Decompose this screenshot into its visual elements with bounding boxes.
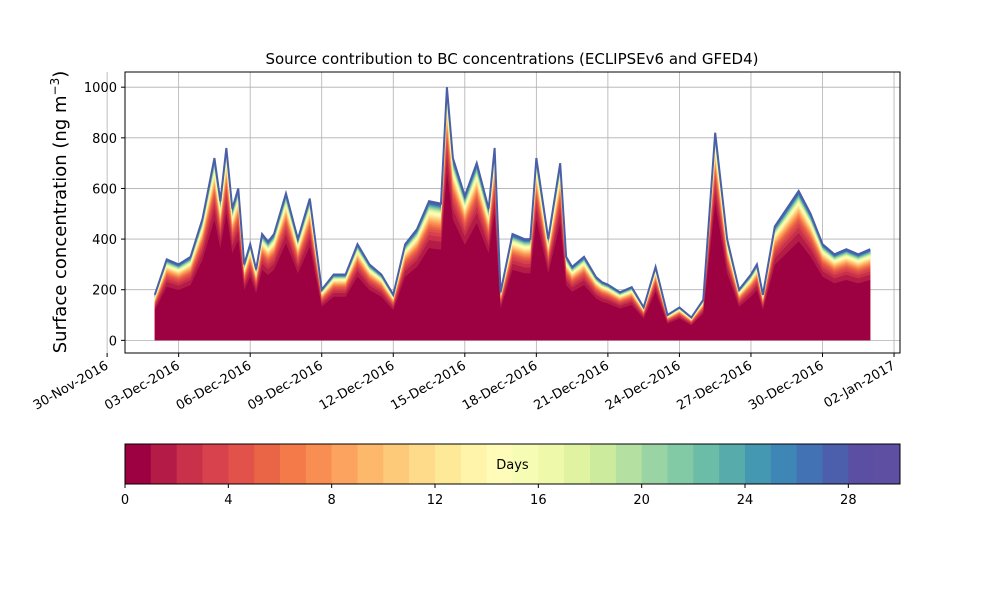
- colorbar-swatch: [719, 444, 746, 484]
- colorbar-swatch: [228, 444, 255, 484]
- y-tick-label: 400: [92, 233, 117, 248]
- x-tick-label: 27-Dec-2016: [675, 358, 755, 413]
- colorbar-swatch: [641, 444, 668, 484]
- x-tick-label: 12-Dec-2016: [317, 358, 397, 413]
- colorbar-swatch: [409, 444, 436, 484]
- colorbar: Days 0 4 8 12 16 20 24 28: [121, 443, 901, 508]
- y-tick-label: 200: [92, 284, 117, 299]
- colorbar-swatch: [822, 444, 849, 484]
- colorbar-swatch: [254, 444, 281, 484]
- colorbar-swatch: [486, 444, 513, 484]
- colorbar-tick-label: 28: [840, 493, 857, 508]
- area-layer: [154, 158, 871, 341]
- x-tick-label: 21-Dec-2016: [531, 358, 611, 413]
- x-tick-label: 09-Dec-2016: [245, 358, 325, 413]
- colorbar-frame: [124, 443, 901, 485]
- x-tick-label: 15-Dec-2016: [388, 358, 468, 413]
- colorbar-tick-label: 20: [633, 493, 650, 508]
- colorbar-swatch: [435, 444, 462, 484]
- colorbar-swatch: [383, 444, 410, 484]
- colorbar-swatch: [176, 444, 203, 484]
- y-tick-label: 0: [109, 334, 117, 349]
- colorbar-tick-label: 12: [427, 493, 444, 508]
- x-tick-label: 30-Nov-2016: [31, 358, 111, 413]
- colorbar-swatch: [150, 444, 178, 484]
- colorbar-swatch: [538, 444, 565, 484]
- x-tick-label: 06-Dec-2016: [174, 358, 254, 413]
- colorbar-swatch: [745, 444, 772, 484]
- colorbar-label: Days: [496, 458, 529, 473]
- colorbar-tick-label: 8: [328, 493, 336, 508]
- x-tick-label: 24-Dec-2016: [603, 358, 683, 413]
- colorbar-swatch: [848, 444, 875, 484]
- colorbar-tick-label: 0: [121, 493, 129, 508]
- colorbar-swatch: [331, 444, 358, 484]
- colorbar-swatch: [280, 444, 307, 484]
- colorbar-tick-label: 24: [737, 493, 754, 508]
- colorbar-swatch: [357, 444, 384, 484]
- colorbar-swatch: [305, 444, 333, 484]
- colorbar-swatch: [564, 444, 591, 484]
- colorbar-swatch: [770, 444, 798, 484]
- total-line: [153, 87, 871, 320]
- x-tick-label: 30-Dec-2016: [746, 358, 826, 413]
- x-tick-label: 18-Dec-2016: [460, 358, 540, 413]
- colorbar-swatch: [874, 444, 901, 484]
- y-tick-label: 800: [92, 132, 117, 147]
- plot-area: 0200400600800100030-Nov-201603-Dec-20160…: [31, 71, 901, 414]
- colorbar-swatch: [667, 444, 694, 484]
- colorbar-swatch: [512, 444, 539, 484]
- colorbar-swatch: [693, 444, 720, 484]
- colorbar-swatch: [615, 444, 643, 484]
- colorbar-swatch: [202, 444, 229, 484]
- colorbar-swatch: [590, 444, 617, 484]
- x-tick-label: 03-Dec-2016: [102, 358, 182, 413]
- plot-frame: [124, 71, 901, 354]
- area-layer: [154, 172, 871, 341]
- y-tick-label: 1000: [84, 81, 117, 96]
- y-tick-label: 600: [92, 182, 117, 197]
- colorbar-tick-label: 4: [224, 493, 232, 508]
- colorbar-tick-label: 16: [530, 493, 547, 508]
- x-tick-label: 02-Jan-2017: [821, 358, 898, 411]
- colorbar-swatch: [125, 444, 152, 484]
- y-axis-label: Surface concentration (ng m−3): [48, 71, 71, 354]
- area-layer: [154, 149, 871, 341]
- chart-title: Source contribution to BC concentrations…: [265, 50, 758, 68]
- colorbar-swatch: [460, 444, 488, 484]
- colorbar-swatch: [796, 444, 823, 484]
